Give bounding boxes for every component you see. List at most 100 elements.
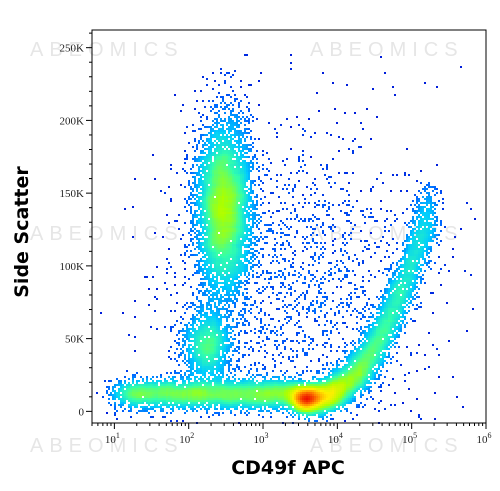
- density-point: [214, 392, 216, 394]
- density-point: [312, 392, 314, 394]
- density-point: [382, 314, 384, 316]
- density-point: [302, 154, 304, 156]
- density-point: [144, 396, 146, 398]
- density-point: [334, 250, 336, 252]
- density-point: [210, 194, 212, 196]
- density-point: [342, 380, 344, 382]
- density-point: [304, 238, 306, 240]
- density-point: [142, 392, 144, 394]
- density-point: [424, 228, 426, 230]
- density-point: [196, 242, 198, 244]
- density-point: [194, 316, 196, 318]
- density-point: [228, 168, 230, 170]
- density-point: [220, 176, 222, 178]
- density-point: [330, 382, 332, 384]
- density-point: [408, 174, 410, 176]
- density-point: [224, 382, 226, 384]
- density-point: [342, 338, 344, 340]
- density-point: [354, 224, 356, 226]
- density-point: [376, 362, 378, 364]
- density-point: [224, 118, 226, 120]
- density-point: [326, 362, 328, 364]
- density-point: [362, 362, 364, 364]
- density-point: [224, 396, 226, 398]
- density-point: [212, 144, 214, 146]
- density-point: [210, 328, 212, 330]
- density-point: [288, 192, 290, 194]
- density-point: [234, 94, 236, 96]
- density-point: [204, 376, 206, 378]
- density-point: [272, 192, 274, 194]
- density-point: [392, 308, 394, 310]
- density-point: [300, 402, 302, 404]
- density-point: [378, 308, 380, 310]
- density-point: [302, 382, 304, 384]
- density-point: [146, 384, 148, 386]
- density-point: [388, 328, 390, 330]
- density-point: [332, 402, 334, 404]
- density-point: [236, 132, 238, 134]
- density-point: [274, 396, 276, 398]
- density-point: [416, 248, 418, 250]
- density-point: [280, 236, 282, 238]
- density-point: [424, 224, 426, 226]
- density-point: [218, 396, 220, 398]
- density-point: [398, 292, 400, 294]
- density-point: [200, 222, 202, 224]
- density-point: [226, 174, 228, 176]
- density-point: [198, 182, 200, 184]
- density-point: [248, 398, 250, 400]
- density-point: [212, 354, 214, 356]
- density-point: [366, 372, 368, 374]
- density-point: [216, 260, 218, 262]
- density-point: [354, 392, 356, 394]
- density-point: [310, 402, 312, 404]
- density-point: [238, 234, 240, 236]
- density-point: [402, 270, 404, 272]
- density-point: [352, 418, 354, 420]
- density-point: [234, 388, 236, 390]
- density-point: [258, 410, 260, 412]
- density-point: [314, 390, 316, 392]
- density-point: [230, 312, 232, 314]
- density-point: [244, 234, 246, 236]
- density-point: [414, 288, 416, 290]
- density-point: [184, 356, 186, 358]
- density-point: [398, 288, 400, 290]
- density-point: [438, 272, 440, 274]
- density-point: [200, 242, 202, 244]
- density-point: [332, 404, 334, 406]
- density-point: [224, 222, 226, 224]
- density-point: [280, 400, 282, 402]
- density-point: [278, 384, 280, 386]
- density-point: [208, 386, 210, 388]
- density-point: [318, 378, 320, 380]
- density-point: [210, 144, 212, 146]
- density-point: [368, 354, 370, 356]
- density-point: [204, 204, 206, 206]
- density-point: [308, 284, 310, 286]
- density-point: [416, 398, 418, 400]
- density-point: [428, 214, 430, 216]
- density-point: [280, 384, 282, 386]
- density-point: [220, 192, 222, 194]
- density-point: [236, 384, 238, 386]
- density-point: [374, 362, 376, 364]
- density-point: [224, 196, 226, 198]
- density-point: [202, 248, 204, 250]
- density-point: [196, 400, 198, 402]
- density-point: [360, 332, 362, 334]
- density-point: [336, 366, 338, 368]
- density-point: [220, 398, 222, 400]
- density-point: [126, 396, 128, 398]
- density-point: [206, 340, 208, 342]
- density-point: [414, 232, 416, 234]
- density-point: [320, 390, 322, 392]
- density-point: [380, 354, 382, 356]
- density-point: [204, 226, 206, 228]
- density-point: [202, 330, 204, 332]
- density-point: [214, 80, 216, 82]
- density-point: [236, 256, 238, 258]
- density-point: [322, 410, 324, 412]
- density-point: [296, 332, 298, 334]
